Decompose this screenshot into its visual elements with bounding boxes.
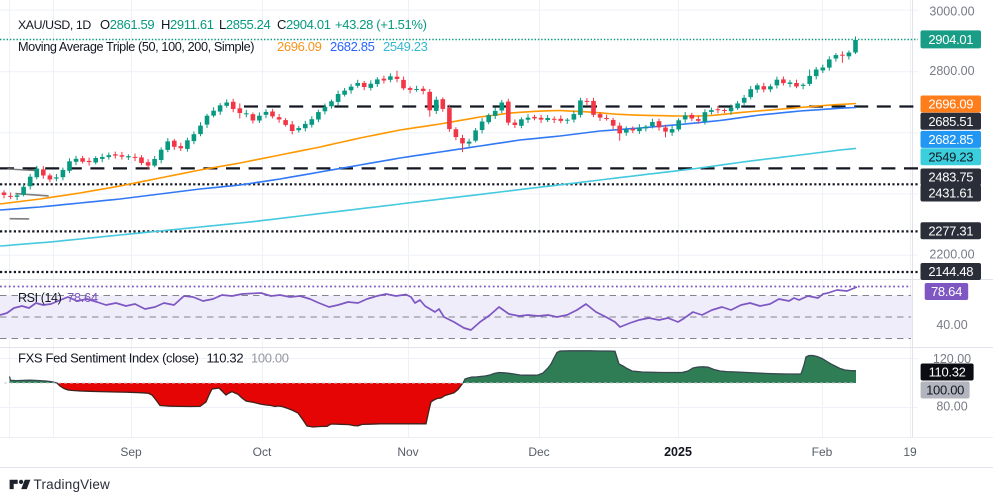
svg-text:120.00: 120.00 [933, 352, 971, 366]
svg-text:2277.31: 2277.31 [928, 223, 973, 238]
svg-text:RSI (14): RSI (14) [18, 291, 62, 305]
svg-text:2549.23: 2549.23 [383, 39, 428, 54]
svg-text:Feb: Feb [812, 445, 833, 459]
svg-text:19: 19 [903, 445, 917, 459]
svg-text:78.64: 78.64 [931, 284, 962, 299]
svg-text:78.64: 78.64 [67, 290, 98, 305]
svg-text:2682.85: 2682.85 [928, 132, 973, 147]
svg-text:2549.23: 2549.23 [928, 149, 973, 164]
svg-text:Sep: Sep [120, 445, 142, 459]
svg-text:3000.00: 3000.00 [929, 4, 974, 18]
svg-text:FXS Fed Sentiment Index (close: FXS Fed Sentiment Index (close) [18, 350, 199, 365]
svg-text:2685.51: 2685.51 [928, 114, 973, 129]
svg-text:100.00: 100.00 [926, 383, 964, 398]
svg-text:O2861.59: O2861.59 [100, 17, 154, 32]
svg-text:2696.09: 2696.09 [277, 39, 322, 54]
svg-text:100.00: 100.00 [251, 350, 289, 365]
svg-text:C2904.01: C2904.01 [277, 17, 331, 32]
svg-text:2800.00: 2800.00 [929, 64, 974, 78]
svg-text:XAU/USD, 1D: XAU/USD, 1D [18, 18, 91, 32]
svg-text:2431.61: 2431.61 [928, 186, 973, 201]
svg-text:2483.75: 2483.75 [928, 170, 973, 185]
svg-text:2025: 2025 [664, 445, 692, 459]
svg-text:+43.28 (+1.51%): +43.28 (+1.51%) [335, 17, 427, 32]
svg-text:Oct: Oct [253, 445, 272, 459]
svg-text:2144.48: 2144.48 [928, 264, 973, 279]
svg-text:2904.01: 2904.01 [928, 32, 973, 47]
svg-text:40.00: 40.00 [936, 318, 967, 332]
svg-text:2200.00: 2200.00 [929, 247, 974, 261]
svg-text:110.32: 110.32 [207, 350, 244, 365]
svg-text:2682.85: 2682.85 [330, 39, 375, 54]
svg-text:Nov: Nov [397, 445, 418, 459]
svg-text:80.00: 80.00 [936, 399, 967, 413]
svg-text:2696.09: 2696.09 [928, 97, 973, 112]
svg-text:Dec: Dec [528, 445, 549, 459]
svg-text:110.32: 110.32 [929, 365, 966, 380]
svg-text:TradingView: TradingView [34, 477, 111, 492]
svg-text:Moving Average Triple (50, 100: Moving Average Triple (50, 100, 200, Sim… [18, 40, 254, 54]
svg-text:H2911.61: H2911.61 [161, 17, 214, 32]
svg-text:L2855.24: L2855.24 [219, 17, 271, 32]
